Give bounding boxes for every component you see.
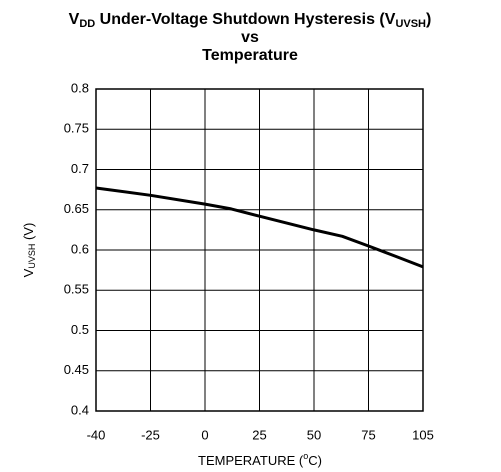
chart-title-line: vs: [241, 29, 259, 46]
x-label-sup: o: [303, 451, 308, 461]
y-tick-label: 0.55: [64, 282, 89, 297]
y-label-part: (V): [21, 223, 36, 244]
x-tick-label: -40: [87, 427, 106, 442]
x-tick-label: 25: [252, 427, 266, 442]
y-tick-label: 0.75: [64, 121, 89, 136]
x-label-part: C): [308, 453, 322, 468]
data-line: [95, 186, 424, 269]
x-tick-label: 105: [412, 427, 434, 442]
x-tick-label: 75: [361, 427, 375, 442]
title-sub: DD: [79, 18, 95, 30]
y-label-part: V: [21, 268, 36, 277]
y-tick-label: 0.7: [71, 161, 89, 176]
y-tick-label: 0.4: [71, 402, 89, 417]
y-tick-label: 0.6: [71, 241, 89, 256]
x-axis-label: TEMPERATURE (oC): [198, 451, 322, 468]
chart-title: VDD Under-Voltage Shutdown Hysteresis (V…: [69, 11, 432, 30]
title-part: Under-Voltage Shutdown Hysteresis (V: [95, 11, 396, 28]
y-tick-label: 0.5: [71, 322, 89, 337]
chart-title-line: Temperature: [202, 47, 298, 64]
x-label-part: TEMPERATURE (: [198, 453, 304, 468]
y-tick-label: 0.8: [71, 80, 89, 95]
x-tick-label: 50: [307, 427, 321, 442]
y-label-sub: UVSH: [27, 244, 37, 269]
y-axis-label: VUVSH (V): [21, 223, 37, 278]
x-tick-label: 0: [201, 427, 208, 442]
x-tick-label: -25: [141, 427, 160, 442]
title-sub: UVSH: [395, 18, 426, 30]
plot-frame: [95, 88, 424, 412]
title-part: ): [426, 11, 431, 28]
title-part: V: [69, 11, 80, 28]
y-tick-label: 0.45: [64, 362, 89, 377]
y-tick-label: 0.65: [64, 201, 89, 216]
